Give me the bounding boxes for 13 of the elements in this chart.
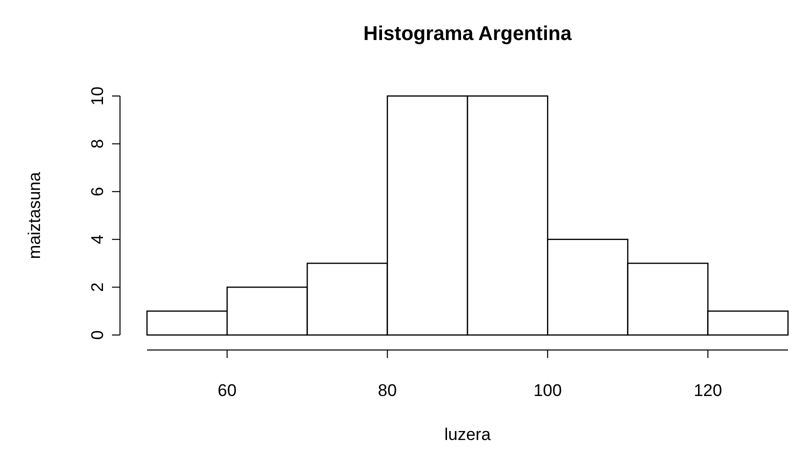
- y-tick-label: 10: [88, 86, 107, 106]
- x-tick-label: 120: [694, 381, 722, 400]
- x-axis-title: luzera: [444, 425, 492, 444]
- x-tick-label: 60: [218, 381, 237, 400]
- y-tick-label: 0: [88, 330, 107, 340]
- y-tick-label: 8: [88, 139, 107, 149]
- x-tick-label: 100: [533, 381, 562, 400]
- y-tick-label: 2: [88, 282, 107, 292]
- x-tick-label: 80: [378, 381, 397, 400]
- y-axis-title: maiztasuna: [25, 171, 44, 259]
- chart-title: Histograma Argentina: [363, 23, 572, 45]
- y-tick-label: 4: [88, 234, 107, 244]
- y-tick-label: 6: [88, 186, 107, 196]
